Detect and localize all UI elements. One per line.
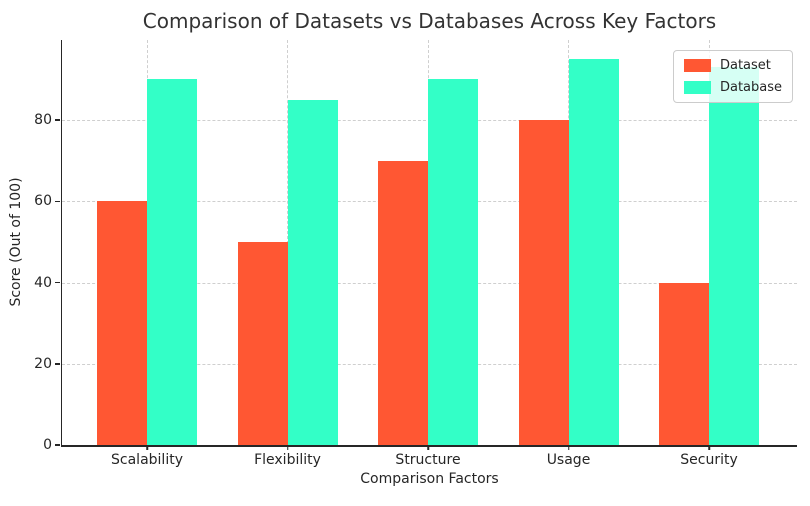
y-tick-mark <box>55 444 60 446</box>
x-tick-mark <box>427 445 429 450</box>
x-tick-label: Structure <box>395 452 461 468</box>
legend-label-database: Database <box>719 80 782 95</box>
plot-area: Dataset Database 0 20 40 60 80 Scalability Flex… <box>34 40 797 468</box>
y-tick-label: 20 <box>34 355 52 372</box>
chart-title: Comparison of Datasets vs Databases Acro… <box>142 9 717 33</box>
y-tick-mark <box>55 200 60 203</box>
legend-item-dataset: Dataset <box>683 58 782 73</box>
legend-swatch-dataset <box>683 59 711 72</box>
x-axis-line <box>60 445 797 447</box>
bar-dataset-usage <box>518 120 569 445</box>
y-tick-label: 80 <box>34 112 52 129</box>
x-tick-mark <box>567 445 570 450</box>
legend-label-dataset: Dataset <box>719 58 771 73</box>
x-tick-mark <box>286 445 289 450</box>
y-axis-label: Score (Out of 100) <box>8 177 24 307</box>
x-tick-label: Usage <box>546 452 591 468</box>
y-tick-label: 60 <box>34 193 52 210</box>
y-tick-mark <box>55 281 60 284</box>
x-tick-mark <box>708 445 710 450</box>
x-tick-label: Flexibility <box>254 452 321 468</box>
y-tick-label: 0 <box>43 437 52 453</box>
legend: Dataset Database <box>672 50 793 103</box>
bar-database-flexibility <box>287 99 338 445</box>
bar-database-structure <box>428 79 478 445</box>
x-tick-label: Scalability <box>111 452 183 468</box>
x-axis-label: Comparison Factors <box>360 471 499 487</box>
legend-swatch-database <box>683 81 711 94</box>
bar-database-security <box>709 67 759 445</box>
legend-item-database: Database <box>683 80 782 95</box>
x-tick-label: Security <box>680 452 738 468</box>
bar-dataset-structure <box>378 160 428 445</box>
y-tick-mark <box>55 363 60 365</box>
y-axis-line <box>60 40 62 445</box>
bar-dataset-security <box>659 282 709 445</box>
y-tick-label: 40 <box>34 274 52 291</box>
bar-dataset-scalability <box>97 201 147 445</box>
x-tick-mark <box>146 445 148 450</box>
bar-dataset-flexibility <box>237 241 288 445</box>
bar-database-scalability <box>147 79 197 445</box>
bar-database-usage <box>568 59 619 445</box>
y-tick-mark <box>55 119 60 121</box>
